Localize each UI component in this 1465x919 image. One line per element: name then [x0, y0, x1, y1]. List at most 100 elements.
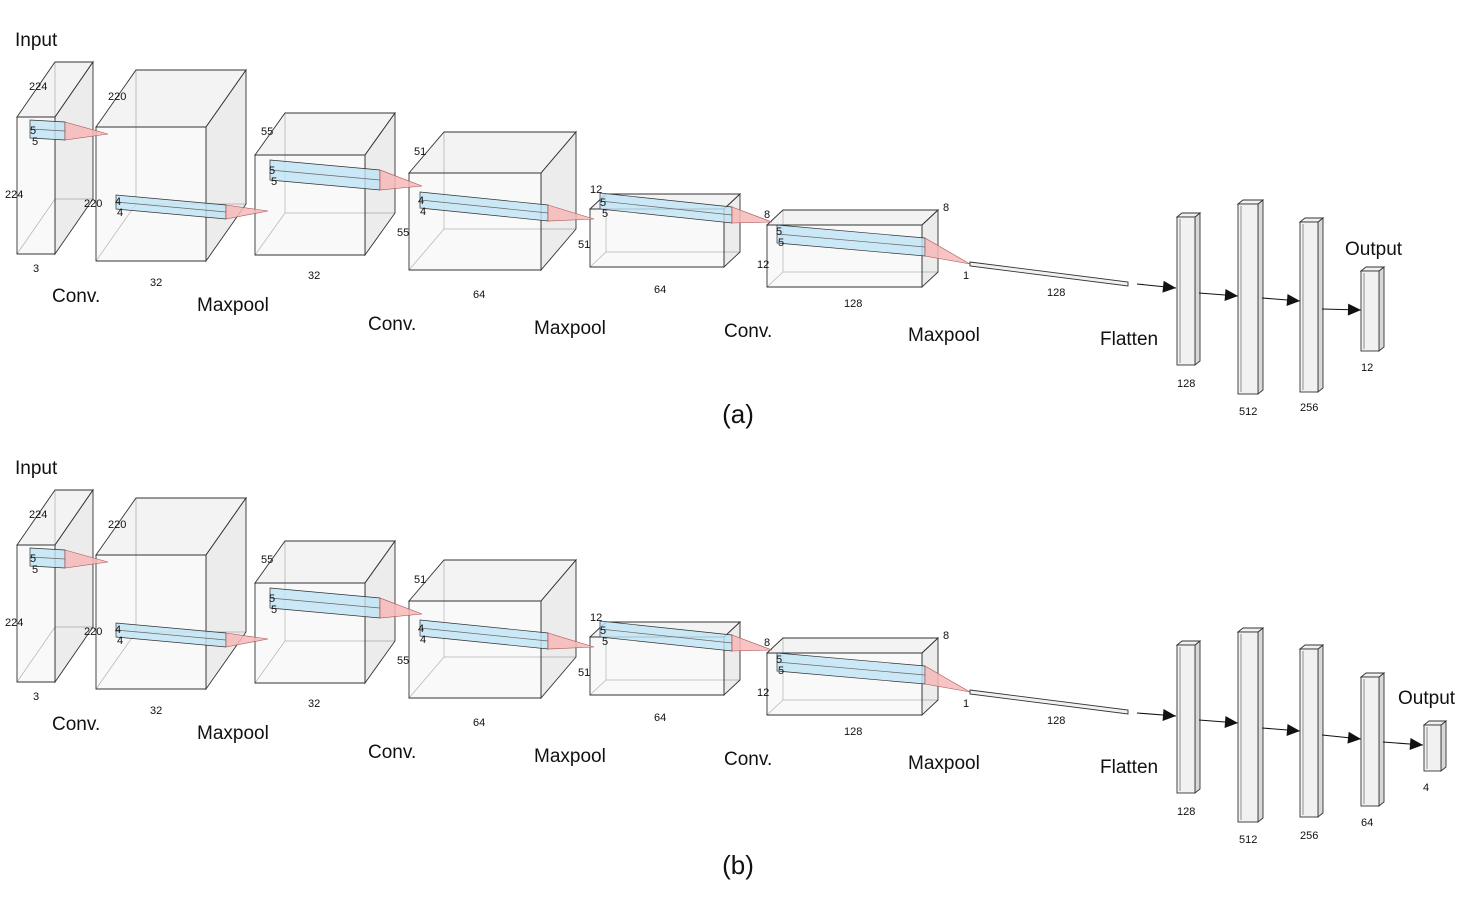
diagram-a: Input55445544555522422432202203255553251… — [5, 30, 1403, 429]
height-label: 55 — [261, 126, 273, 138]
dense-layer-1 — [1175, 640, 1202, 794]
kernel-size-label: 4 — [115, 624, 121, 636]
volume-1 — [16, 60, 94, 256]
width-label: 51 — [578, 667, 590, 679]
kernel-size-label: 5 — [32, 564, 38, 576]
stage-label: Maxpool — [908, 325, 980, 346]
stage-label: Conv. — [724, 749, 772, 770]
kernel-size-label: 4 — [418, 623, 424, 635]
depth-label: 3 — [33, 691, 39, 703]
width-label: 12 — [757, 259, 769, 271]
arrow-to-output — [1382, 738, 1424, 751]
width-label: 55 — [397, 655, 409, 667]
projection-cone-1 — [64, 549, 109, 569]
depth-label: 32 — [150, 705, 162, 717]
height-label: 51 — [414, 574, 426, 586]
kernel-size-label: 5 — [269, 165, 275, 177]
projection-cone-2 — [225, 632, 269, 648]
projection-cone-6 — [924, 665, 971, 693]
dense-size-label: 128 — [1177, 378, 1195, 390]
dense-size-label: 128 — [1177, 806, 1195, 818]
width-label: 220 — [84, 198, 102, 210]
depth-label: 32 — [308, 270, 320, 282]
stage-label: Maxpool — [534, 318, 606, 339]
depth-label: 64 — [654, 284, 666, 296]
kernel-size-label: 5 — [30, 553, 36, 565]
flatten-label: Flatten — [1100, 757, 1158, 778]
kernel-size-label: 5 — [30, 125, 36, 137]
arrow-to-output — [1321, 303, 1362, 316]
volume-2 — [95, 68, 247, 263]
projection-cone-2 — [225, 204, 269, 220]
width-label: 224 — [5, 617, 23, 629]
width-label: 55 — [397, 227, 409, 239]
output-label: Output — [1398, 688, 1456, 709]
kernel-size-label: 5 — [602, 208, 608, 220]
dense-layer-4 — [1359, 672, 1386, 807]
arrow-to-dense-3 — [1261, 723, 1301, 736]
kernel-size-label: 5 — [600, 625, 606, 637]
dense-layer-3 — [1298, 217, 1325, 393]
flatten-vector — [969, 261, 1129, 287]
projection-cone-4 — [547, 204, 595, 222]
arrow-to-dense-3 — [1261, 293, 1301, 306]
kernel-size-label: 5 — [778, 237, 784, 249]
width-label: 51 — [578, 239, 590, 251]
kernel-size-label: 4 — [115, 196, 121, 208]
width-label: 12 — [757, 687, 769, 699]
arrow-to-dense-4 — [1321, 731, 1362, 744]
pooled-size-label: 1 — [963, 698, 969, 710]
kernel-size-label: 4 — [117, 207, 123, 219]
kernel-size-label: 4 — [420, 206, 426, 218]
width-label: 8 — [943, 202, 949, 214]
dense-size-label: 64 — [1361, 817, 1373, 829]
arrow-to-dense-2 — [1198, 289, 1239, 301]
diagram-b: Input55445544555522422432202203255553251… — [5, 458, 1456, 880]
input-label: Input — [15, 458, 58, 479]
height-label: 12 — [590, 184, 602, 196]
height-label: 51 — [414, 146, 426, 158]
stage-label: Conv. — [52, 714, 100, 735]
kernel-size-label: 5 — [271, 604, 277, 616]
stage-label: Conv. — [368, 742, 416, 763]
dense-size-label: 12 — [1361, 362, 1373, 374]
arrow-to-dense-1 — [1136, 709, 1177, 721]
kernel-size-label: 4 — [418, 195, 424, 207]
kernel-size-label: 5 — [269, 593, 275, 605]
projection-cone-1 — [64, 121, 109, 141]
stage-label: Maxpool — [908, 753, 980, 774]
kernel-size-label: 5 — [778, 665, 784, 677]
flatten-size-label: 128 — [1047, 287, 1065, 299]
dense-size-label: 256 — [1300, 402, 1318, 414]
flatten-vector — [969, 689, 1129, 715]
pooled-size-label: 1 — [963, 270, 969, 282]
height-label: 8 — [764, 637, 770, 649]
depth-label: 64 — [654, 712, 666, 724]
width-label: 224 — [5, 189, 23, 201]
flatten-label: Flatten — [1100, 329, 1158, 350]
depth-label: 64 — [473, 717, 485, 729]
projection-cone-3 — [379, 597, 423, 619]
output-label: Output — [1345, 239, 1403, 260]
kernel-size-label: 5 — [600, 197, 606, 209]
height-label: 224 — [29, 509, 47, 521]
depth-label: 32 — [308, 698, 320, 710]
dense-layer-2 — [1236, 627, 1265, 823]
depth-label: 32 — [150, 277, 162, 289]
stage-label: Conv. — [724, 321, 772, 342]
dense-layer-3 — [1298, 644, 1325, 818]
height-label: 8 — [764, 209, 770, 221]
depth-label: 3 — [33, 263, 39, 275]
input-label: Input — [15, 30, 58, 51]
flatten-size-label: 128 — [1047, 715, 1065, 727]
kernel-size-label: 5 — [776, 654, 782, 666]
height-label: 220 — [108, 519, 126, 531]
dense-size-label: 4 — [1423, 782, 1429, 794]
kernel-size-label: 5 — [32, 136, 38, 148]
projection-cone-4 — [547, 632, 595, 650]
stage-label: Maxpool — [197, 295, 269, 316]
kernel-size-label: 4 — [420, 634, 426, 646]
projection-cone-5 — [731, 634, 773, 652]
caption-a: (a) — [722, 399, 754, 429]
